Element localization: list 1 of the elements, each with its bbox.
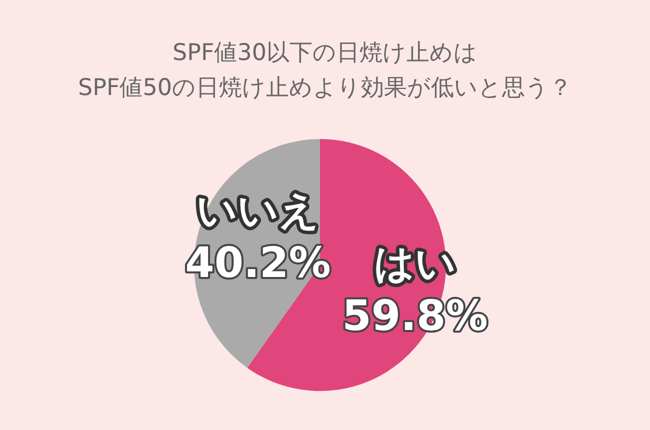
chart-title: SPF値30以下の日焼け止めは SPF値50の日焼け止めより効果が低いと思う？ [78,40,572,101]
